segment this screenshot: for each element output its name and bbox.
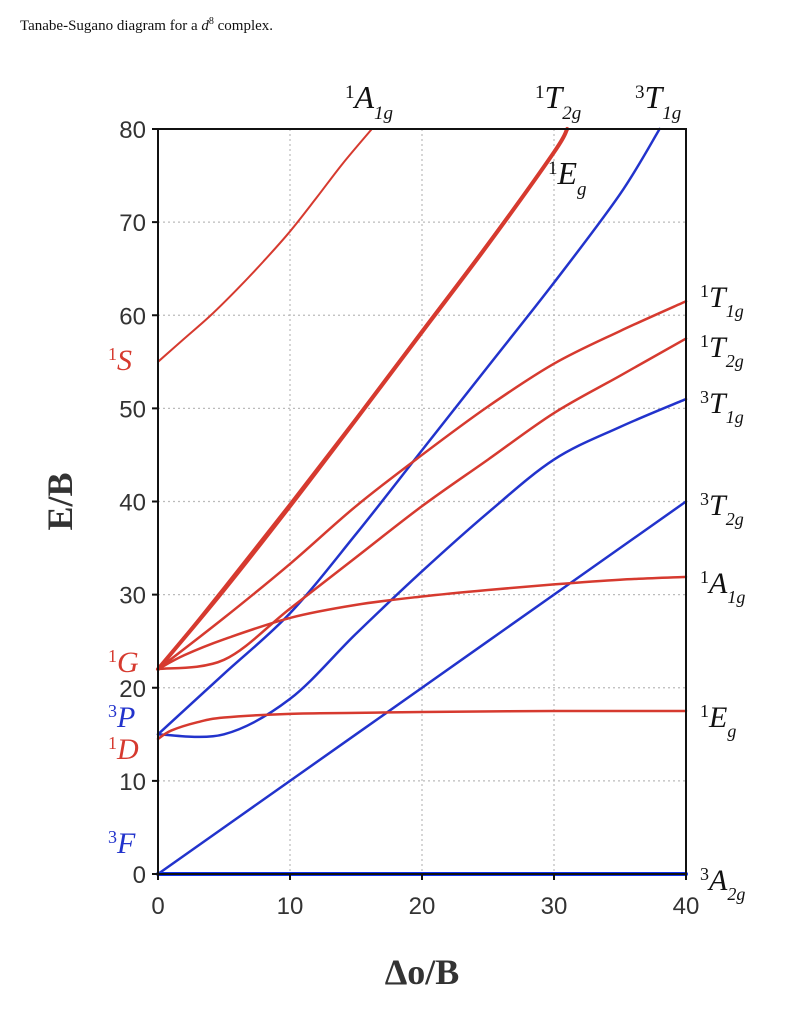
y-tick-label: 40 — [119, 490, 146, 517]
y-tick-label: 60 — [119, 303, 146, 330]
right-term-label: 3A2g — [700, 864, 745, 904]
y-tick-label: 50 — [119, 396, 146, 423]
right-term-label: 1A1g — [700, 567, 745, 607]
top-term-label: 1Eg — [548, 155, 587, 200]
series-line — [156, 709, 688, 741]
top-term-label: 1T2g — [535, 79, 581, 124]
series-line — [157, 128, 569, 671]
caption-sup: 8 — [208, 16, 214, 27]
y-tick-label: 10 — [119, 769, 146, 796]
axis-ticks: 0 10 20 30 40 0 10 20 30 40 50 60 70 80 — [119, 117, 699, 920]
series-line — [156, 575, 688, 671]
caption-prefix: Tanabe-Sugano diagram for a — [20, 18, 202, 34]
series-line — [157, 128, 373, 363]
caption-suffix: complex. — [213, 18, 274, 34]
right-term-label: 3T2g — [700, 489, 744, 529]
right-term-label: 1T2g — [700, 331, 744, 371]
y-tick-label: 20 — [119, 676, 146, 703]
x-tick-label: 30 — [541, 893, 568, 920]
y-axis-label: E/B — [40, 472, 80, 530]
x-axis-label: Δo/B — [385, 952, 460, 992]
x-tick-label: 20 — [409, 893, 436, 920]
x-tick-label: 0 — [151, 893, 164, 920]
free-ion-term-label: 3P — [108, 701, 135, 734]
free-ion-term-label: 1G — [108, 646, 139, 679]
y-tick-label: 30 — [119, 583, 146, 610]
series-line — [156, 500, 688, 876]
grid-lines — [158, 129, 686, 874]
y-tick-label: 80 — [119, 117, 146, 144]
top-term-label: 3T1g — [635, 79, 681, 124]
right-term-label: 1Eg — [700, 701, 736, 741]
figure-caption: Tanabe-Sugano diagram for a d8 complex. — [20, 16, 273, 35]
series-line — [156, 300, 688, 671]
top-term-label: 1A1g — [345, 79, 393, 124]
free-ion-term-label: 1S — [108, 344, 132, 377]
series-line — [156, 127, 661, 736]
x-tick-label: 40 — [673, 893, 700, 920]
y-tick-label: 0 — [133, 862, 146, 889]
right-term-label: 3T1g — [700, 387, 744, 427]
free-ion-term-label: 3F — [108, 827, 136, 860]
y-tick-label: 70 — [119, 210, 146, 237]
x-tick-label: 10 — [277, 893, 304, 920]
series-line — [156, 397, 688, 739]
free-ion-term-label: 1D — [108, 733, 139, 766]
series-line — [156, 337, 688, 671]
caption-d: d — [201, 18, 209, 34]
right-term-label: 1T1g — [700, 281, 744, 321]
